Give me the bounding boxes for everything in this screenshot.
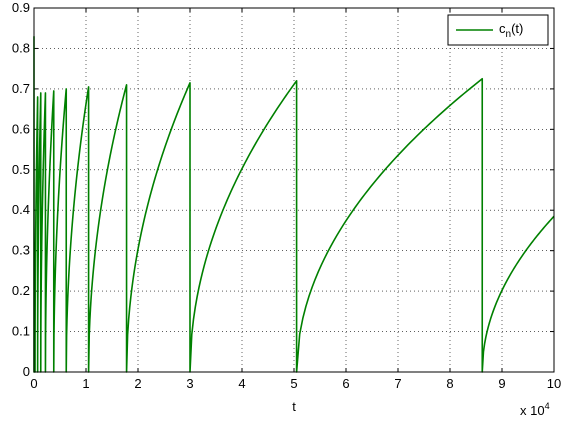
x-tick-label: 10 xyxy=(547,376,561,391)
y-tick-label: 0.5 xyxy=(12,162,30,177)
y-tick-label: 0.7 xyxy=(12,81,30,96)
plot-frame xyxy=(33,7,555,373)
x-axis-label: t xyxy=(292,399,296,414)
x-tick-label: 8 xyxy=(446,376,453,391)
y-tick-label: 0.4 xyxy=(12,202,30,217)
legend-entry: cn(t) xyxy=(499,21,523,40)
plot-background xyxy=(34,8,554,372)
y-tick-label: 0 xyxy=(23,364,30,379)
y-tick-label: 0.3 xyxy=(12,243,30,258)
x-tick-label: 6 xyxy=(342,376,349,391)
x-tick-label: 0 xyxy=(30,376,37,391)
y-tick-label: 0.9 xyxy=(12,0,30,15)
x-tick-label: 7 xyxy=(394,376,401,391)
legend: cn(t) xyxy=(447,14,549,46)
x-multiplier-exponent: 4 xyxy=(545,401,550,411)
x-tick-label: 1 xyxy=(82,376,89,391)
x-tick-label: 3 xyxy=(186,376,193,391)
y-tick-label: 0.8 xyxy=(12,40,30,55)
x-multiplier-label: x 104 xyxy=(520,401,550,418)
y-tick-label: 0.6 xyxy=(12,121,30,136)
y-tick-labels: 0 0.1 0.2 0.3 0.4 0.5 0.6 0.7 0.8 0.9 xyxy=(12,0,30,379)
x-tick-label: 9 xyxy=(498,376,505,391)
grid-lines xyxy=(34,8,554,372)
x-tick-label: 5 xyxy=(290,376,297,391)
y-tick-label: 0.1 xyxy=(12,324,30,339)
x-tick-label: 2 xyxy=(134,376,141,391)
x-tick-label: 4 xyxy=(238,376,245,391)
x-tick-labels: 0 1 2 3 4 5 6 7 8 9 10 xyxy=(30,376,561,391)
y-tick-label: 0.2 xyxy=(12,283,30,298)
series-line-cn xyxy=(33,36,555,373)
